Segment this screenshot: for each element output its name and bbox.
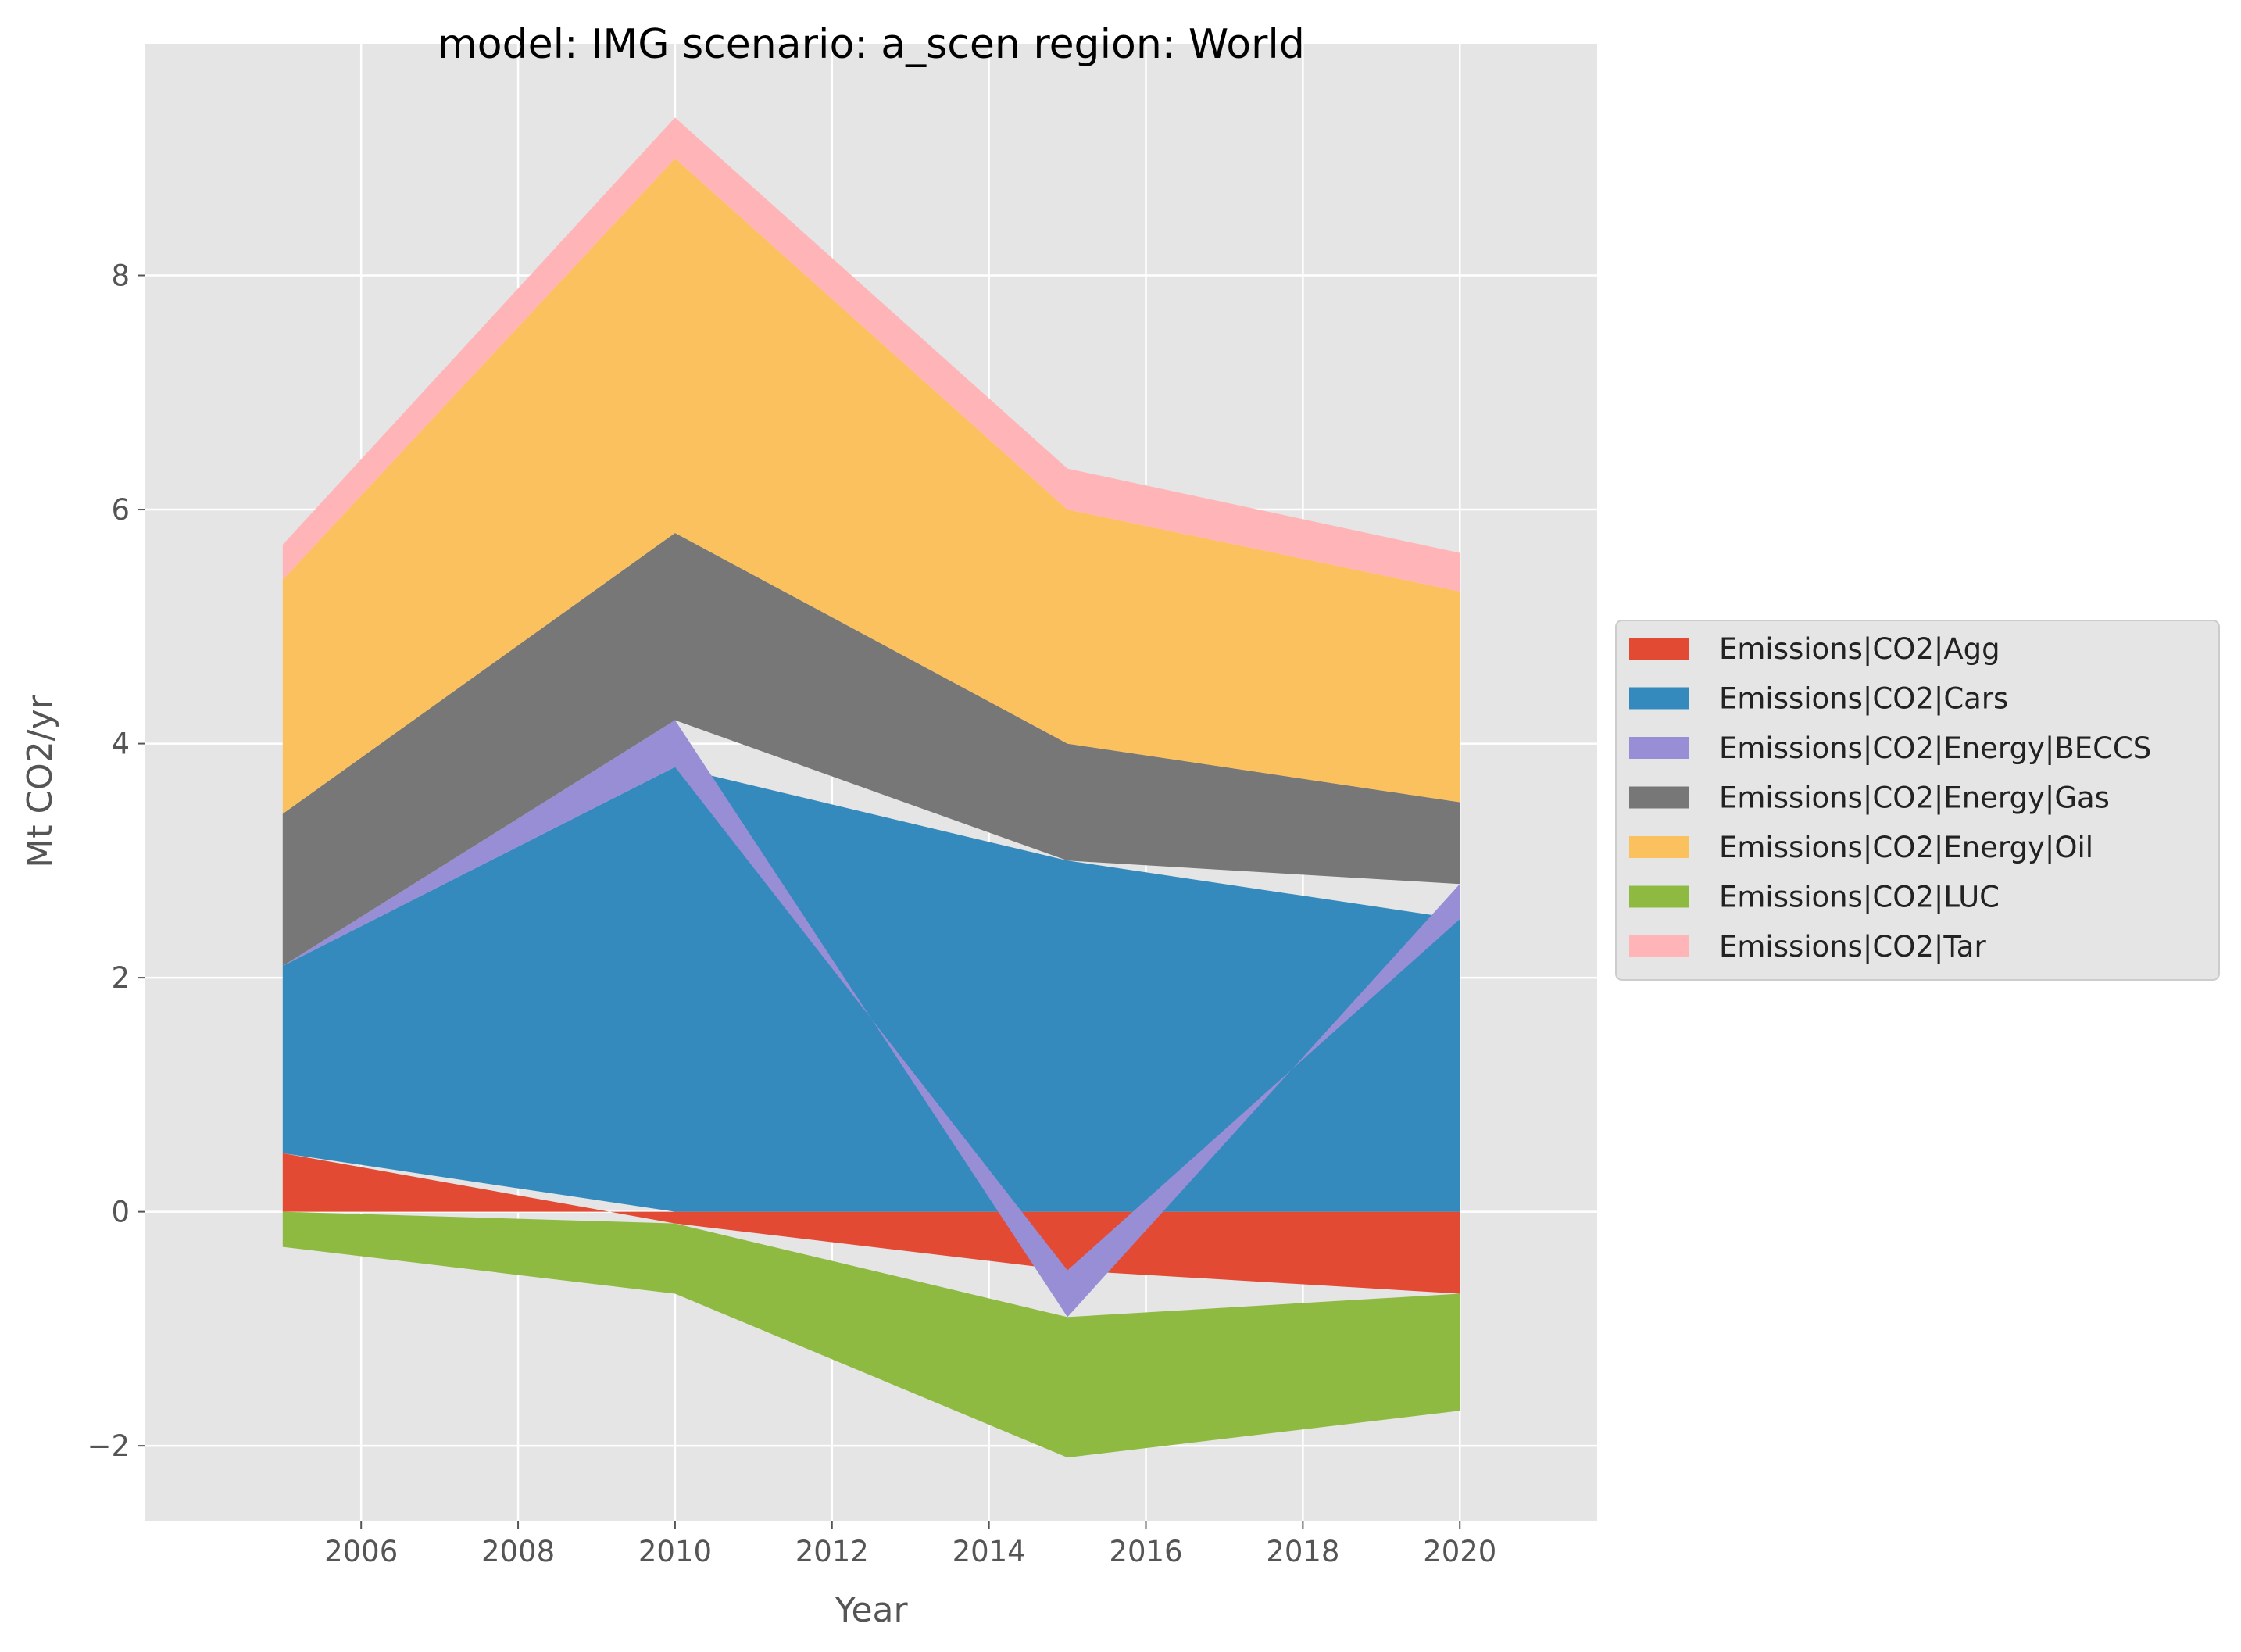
area-emissions-co2-cars (282, 767, 1460, 1212)
x-tick-label: 2008 (481, 1535, 555, 1568)
x-tick-label: 2012 (795, 1535, 869, 1568)
legend-swatch-emissions-co2-cars (1629, 687, 1689, 710)
legend: Emissions|CO2|Agg Emissions|CO2|Cars Emiss… (1615, 620, 2220, 981)
y-tick-label: 6 (111, 493, 130, 527)
area-emissions-co2-energy-gas (282, 533, 1460, 967)
stacked-areas (282, 117, 1460, 1458)
y-tick-label: −2 (87, 1429, 130, 1463)
x-tick-label: 2018 (1266, 1535, 1339, 1568)
x-tick-label: 2016 (1109, 1535, 1182, 1568)
area-emissions-co2-agg (282, 1153, 1460, 1294)
legend-swatch-emissions-co2-energy-gas (1629, 786, 1689, 809)
legend-label-emissions-co2-cars: Emissions|CO2|Cars (1719, 682, 2008, 716)
legend-label-emissions-co2-energy-oil: Emissions|CO2|Energy|Oil (1719, 831, 2093, 864)
y-axis-label: Mt CO2/yr (20, 694, 60, 867)
legend-label-emissions-co2-tar: Emissions|CO2|Tar (1719, 930, 1986, 964)
legend-swatch-emissions-co2-energy-oil (1629, 836, 1689, 858)
x-tick-label: 2010 (638, 1535, 712, 1568)
area-emissions-co2-luc (282, 1211, 1460, 1458)
legend-swatch-emissions-co2-luc (1629, 885, 1689, 908)
legend-label-emissions-co2-agg: Emissions|CO2|Agg (1719, 632, 2000, 666)
x-tick-label: 2020 (1423, 1535, 1496, 1568)
x-axis-label: Year (834, 1590, 908, 1630)
y-tick-label: 4 (111, 728, 130, 761)
legend-swatch-emissions-co2-tar (1629, 935, 1689, 957)
area-emissions-co2-energy-beccs (282, 720, 1460, 1318)
tick-labels: 2006 2008 2010 2012 2014 2016 2018 2020 −2 0 2 4 6 8 (87, 259, 1496, 1568)
x-tick-label: 2006 (324, 1535, 398, 1568)
area-emissions-co2-energy-oil (282, 158, 1460, 814)
legend-label-emissions-co2-energy-gas: Emissions|CO2|Energy|Gas (1719, 781, 2110, 815)
legend-label-emissions-co2-energy-beccs: Emissions|CO2|Energy|BECCS (1719, 731, 2151, 765)
area-emissions-co2-tar (282, 117, 1460, 592)
x-tick-label: 2014 (953, 1535, 1026, 1568)
chart-title: model: IMG scenario: a_scen region: Worl… (438, 21, 1305, 68)
legend-swatch-emissions-co2-agg (1629, 638, 1689, 660)
y-tick-label: 8 (111, 259, 130, 293)
legend-label-emissions-co2-luc: Emissions|CO2|LUC (1719, 881, 2000, 914)
legend-swatch-emissions-co2-energy-beccs (1629, 737, 1689, 759)
legend-frame (1615, 620, 2220, 981)
y-tick-label: 2 (111, 961, 130, 995)
y-tick-label: 0 (111, 1196, 130, 1229)
